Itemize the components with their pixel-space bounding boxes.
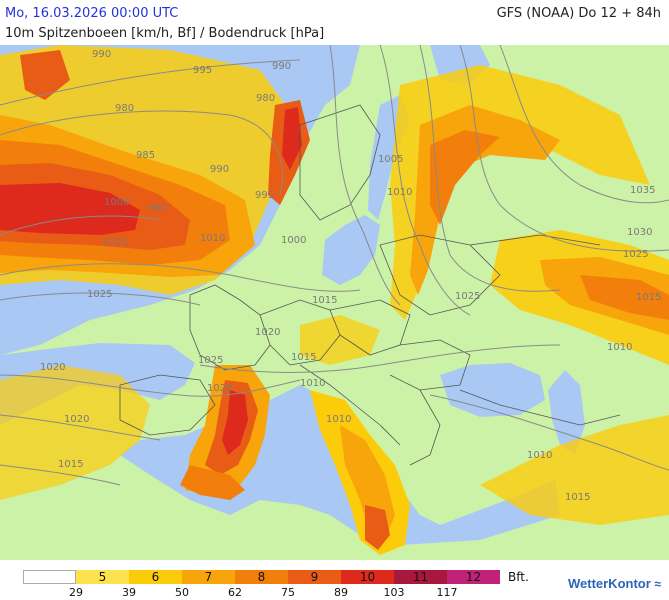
isobar-label: 1010 [527, 450, 552, 461]
isobar-label: 1025 [623, 249, 648, 260]
gust-shading [0, 45, 669, 555]
isobar-labels: 990 995 990 980 980 1005 1010 1035 985 990 1000 995… [40, 49, 661, 503]
isobar-label: 980 [115, 103, 134, 114]
isobar-label: 1015 [291, 352, 316, 363]
legend-kmh-tick: 89 [334, 586, 348, 599]
isobars [0, 45, 669, 486]
legend-swatch: 10 [341, 570, 394, 584]
legend-kmh-tick: 29 [69, 586, 83, 599]
isobar-label: 1010 [387, 187, 412, 198]
legend-kmh-tick: 39 [122, 586, 136, 599]
isobar-label: 1035 [630, 185, 655, 196]
country-borders [119, 104, 621, 466]
legend-swatch: 7 [182, 570, 235, 584]
isobar-label: 1015 [102, 237, 127, 248]
legend-swatch: 9 [288, 570, 341, 584]
legend-swatch: 5 [76, 570, 129, 584]
isobar-label: 1020 [255, 327, 280, 338]
isobar-label: 990 [210, 164, 229, 175]
isobar-label: 985 [136, 150, 155, 161]
legend-kmh-ticks: 29 39 50 62 75 89 103 117 [23, 586, 500, 600]
legend-swatch: 12 [447, 570, 500, 584]
isobar-label: 1000 [104, 197, 129, 208]
isobar-label: 980 [256, 93, 275, 104]
parameter-title: 10m Spitzenboeen [km/h, Bf] / Bodendruck… [5, 26, 325, 41]
isobar-label: 1015 [58, 459, 83, 470]
isobar-label: 1010 [607, 342, 632, 353]
isobar-label: 1030 [627, 227, 652, 238]
isobar-label: 1025 [87, 289, 112, 300]
isobar-label: 995 [193, 65, 212, 76]
isobar-label: 990 [148, 203, 167, 214]
legend-swatch: 11 [394, 570, 447, 584]
isobar-label: 1005 [378, 154, 403, 165]
isobar-label: 1025 [198, 355, 223, 366]
isobar-label: 990 [92, 49, 111, 60]
weather-map: 990 995 990 980 980 1005 1010 1035 985 990 1000 995… [0, 45, 669, 560]
brand-name: WetterKontor [567, 576, 651, 591]
model-run-label: GFS (NOAA) Do 12 + 84h [496, 6, 661, 21]
wind-waves-icon: ≈ [654, 577, 661, 591]
isobar-label: 1015 [636, 292, 661, 303]
isobar-label: 1020 [40, 362, 65, 373]
legend-kmh-tick: 117 [436, 586, 458, 599]
isobar-label: 1010 [326, 414, 351, 425]
isobar-label: 1015 [565, 492, 590, 503]
isobar-label: 1025 [455, 291, 480, 302]
isobar-label: 990 [272, 61, 291, 72]
isobar-label: 1010 [200, 233, 225, 244]
legend-kmh-tick: 75 [281, 586, 295, 599]
isobar-label: 1020 [207, 383, 232, 394]
isobar-label: 995 [255, 190, 274, 201]
gust-legend: 5 6 7 8 9 10 11 12 [23, 570, 500, 584]
legend-kmh-tick: 103 [383, 586, 405, 599]
legend-unit: Bft. [508, 570, 529, 584]
legend-kmh-tick: 62 [228, 586, 242, 599]
brand-logo: WetterKontor ≈ [568, 576, 661, 591]
isobar-label: 1015 [312, 295, 337, 306]
legend-swatch: 6 [129, 570, 182, 584]
isobar-label: 1000 [281, 235, 306, 246]
forecast-datetime: Mo, 16.03.2026 00:00 UTC [5, 6, 179, 21]
isobar-label: 1020 [64, 414, 89, 425]
legend-swatch [23, 570, 76, 584]
isobar-label: 1010 [300, 378, 325, 389]
legend-swatch: 8 [235, 570, 288, 584]
legend-kmh-tick: 50 [175, 586, 189, 599]
